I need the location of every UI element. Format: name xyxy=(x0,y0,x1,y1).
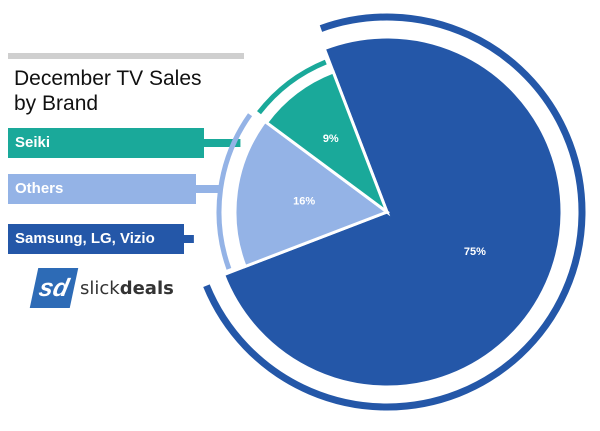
slice-labels: 75% 16% 9% xyxy=(293,133,486,258)
title-underline-bar xyxy=(8,53,244,59)
outer-arc-others xyxy=(216,113,253,270)
outer-arcs xyxy=(203,13,586,411)
pie-slice-seiki xyxy=(264,70,391,217)
pie-slice-samsung-lg-vizio xyxy=(221,35,564,389)
chart-title-line-1: December TV Sales xyxy=(14,67,202,90)
chart-title-line-2: by Brand xyxy=(14,92,99,115)
legend-item-seiki: Seiki xyxy=(8,128,204,158)
slice-label-samsung-lg-vizio: 75% xyxy=(464,246,486,258)
slickdeals-logo: sd slickdeals xyxy=(29,268,174,308)
slice-label-others: 16% xyxy=(293,196,315,208)
legend-label: Others xyxy=(15,180,64,197)
logo-text: slickdeals xyxy=(80,277,174,299)
legend-label: Samsung, LG, Vizio xyxy=(15,230,155,247)
chart-title: December TV Sales by Brand xyxy=(14,66,214,116)
legend-connectors xyxy=(184,139,241,243)
legend-item-samsung-lg-vizio: Samsung, LG, Vizio xyxy=(8,224,184,254)
legend-label: Seiki xyxy=(15,134,51,151)
pie-slices xyxy=(221,35,564,389)
legend-connector xyxy=(196,185,221,193)
outer-arc-seiki xyxy=(257,59,327,115)
slice-label-seiki: 9% xyxy=(323,133,339,145)
legend-connector xyxy=(184,235,194,243)
pie-slice-others xyxy=(233,119,391,269)
logo-mark: sd xyxy=(29,268,79,308)
legend-connector xyxy=(204,139,241,147)
legend-item-others: Others xyxy=(8,174,196,204)
outer-arc-samsung-lg-vizio xyxy=(203,13,586,411)
